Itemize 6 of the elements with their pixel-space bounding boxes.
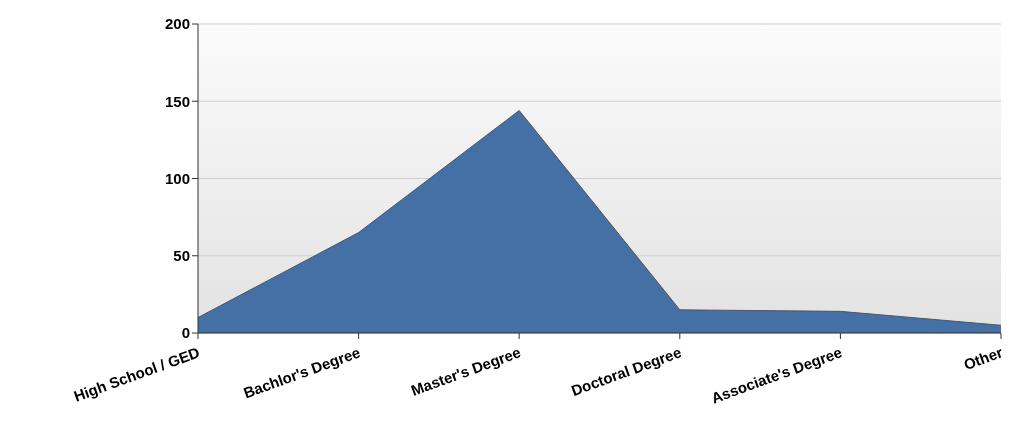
y-tick-label: 0: [181, 324, 190, 342]
y-tick-label: 150: [164, 92, 190, 110]
y-tick-label: 200: [164, 15, 190, 33]
y-tick-label: 100: [164, 169, 190, 187]
y-tick-label: 50: [173, 247, 190, 265]
x-tick-label: Other: [961, 343, 1005, 374]
